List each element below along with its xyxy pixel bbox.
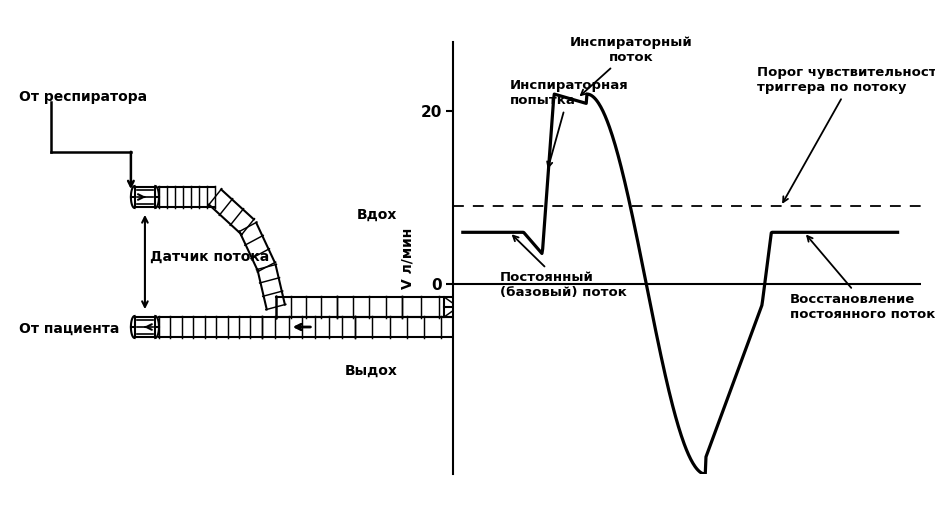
Bar xyxy=(135,187,155,207)
Text: Восстановление
постоянного потока: Восстановление постоянного потока xyxy=(790,236,935,321)
Text: Вдох: Вдох xyxy=(357,208,397,222)
Text: Постоянный
(базовый) поток: Постоянный (базовый) поток xyxy=(500,236,627,299)
Text: Инспираторный
поток: Инспираторный поток xyxy=(569,36,693,95)
Bar xyxy=(135,317,155,337)
Text: От пациента: От пациента xyxy=(19,322,119,336)
Y-axis label: V л/мин: V л/мин xyxy=(401,228,415,289)
Text: Пациент: Пациент xyxy=(477,298,545,312)
Text: От респиратора: От респиратора xyxy=(19,90,147,104)
Text: Порог чувствительности
триггера по потоку: Порог чувствительности триггера по поток… xyxy=(757,66,935,202)
Text: Выдох: Выдох xyxy=(344,364,397,377)
Text: Инспираторная
попытка: Инспираторная попытка xyxy=(510,79,628,167)
Text: Датчик потока: Датчик потока xyxy=(150,250,269,264)
